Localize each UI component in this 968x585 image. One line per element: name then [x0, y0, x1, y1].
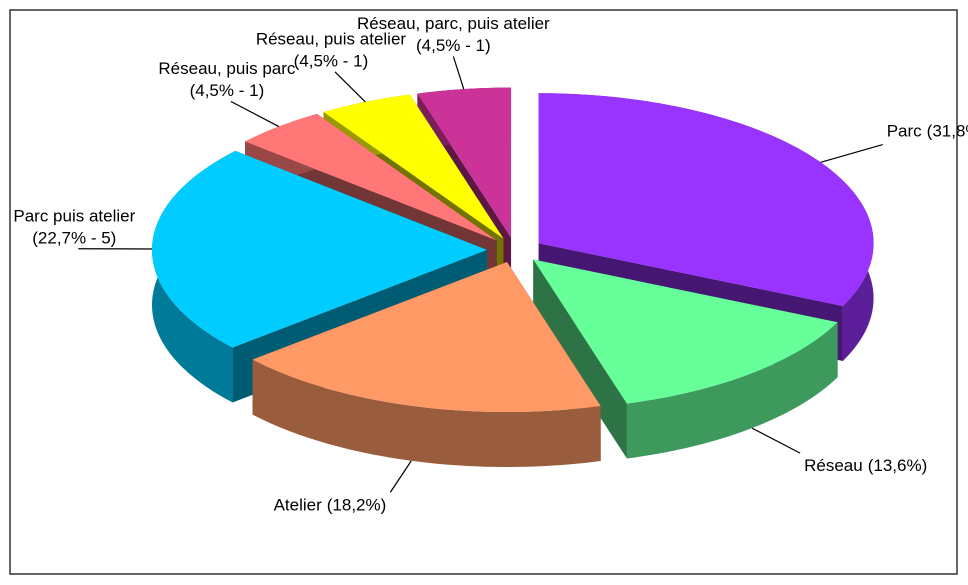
slice-top	[245, 113, 497, 241]
slice-top	[417, 87, 512, 238]
leader-line	[230, 100, 280, 128]
slice-side	[533, 259, 627, 459]
data-label: (4,5% - 1)	[294, 51, 369, 70]
data-label: Réseau, puis atelier	[256, 29, 407, 48]
label-category: Parc	[887, 122, 922, 141]
slice-top	[538, 93, 874, 306]
data-label: (4,5% - 1)	[190, 81, 265, 100]
label-category: Réseau	[804, 457, 863, 476]
data-label: Parc (31,8% - 7)	[887, 122, 968, 141]
data-label: (4,5% - 1)	[416, 36, 491, 55]
data-label: Réseau, puis parc	[158, 59, 296, 78]
slice-wall	[252, 359, 601, 468]
slice-top	[252, 262, 601, 413]
slice-top	[152, 150, 488, 348]
data-label: Réseau, parc, puis atelier	[357, 14, 550, 33]
leader-line	[389, 460, 412, 493]
slice-top	[323, 94, 504, 239]
label-value: (31,8% - 7)	[927, 122, 968, 141]
data-label: (22,7% - 5)	[32, 228, 116, 247]
leader-line	[452, 56, 465, 90]
leader-line	[820, 143, 883, 163]
slice-top	[533, 259, 838, 404]
data-label: Réseau (13,6%)	[804, 457, 927, 476]
leader-line	[751, 427, 801, 454]
slice-wall	[626, 322, 838, 459]
pie-slice	[533, 259, 838, 459]
label-value: (18,2%)	[327, 496, 387, 515]
label-value: (13,6%)	[868, 457, 928, 476]
data-label: Atelier (18,2%)	[274, 496, 387, 515]
data-label: Parc puis atelier	[13, 206, 135, 225]
pie-slice	[252, 262, 601, 468]
leader-line	[334, 71, 366, 103]
label-category: Atelier	[274, 496, 323, 515]
